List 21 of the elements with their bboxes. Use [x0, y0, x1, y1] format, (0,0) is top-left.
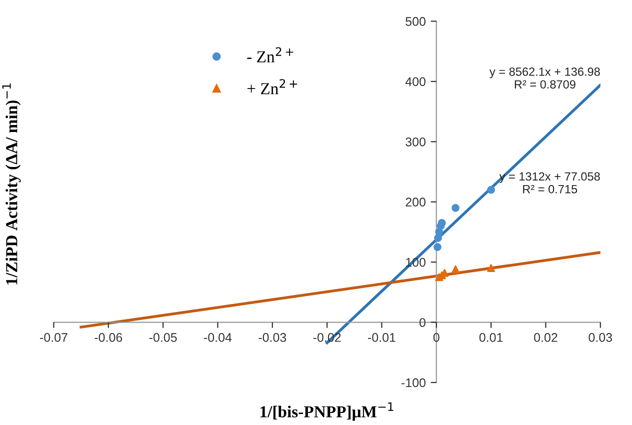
annotation: y = 8562.1x + 136.98 R² = 0.8709 — [490, 68, 600, 89]
y-tick-label: -100 — [402, 378, 426, 388]
y-tick-label: 0 — [420, 318, 426, 327]
x-tick-label: 0.02 — [534, 333, 558, 342]
x-tick-label: -0.07 — [40, 333, 68, 342]
y-tick-label: 400 — [405, 77, 426, 86]
x-tick-label: -0.05 — [149, 333, 177, 342]
x-tick-label: 0 — [433, 333, 440, 342]
x-tick-label: 0.03 — [588, 333, 612, 342]
legend-label: - Zn$^{2+}$ — [247, 47, 294, 62]
x-tick-label: -0.06 — [94, 333, 122, 342]
y-axis-title: 1/ZiPD Activity (ΔA/ min)$^{−1}$ — [2, 84, 21, 284]
legend-label: + Zn$^{2+}$ — [247, 79, 298, 94]
x-tick-label: -0.03 — [258, 333, 286, 342]
y-tick-label: 200 — [406, 198, 426, 207]
x-axis-title: 1/[bis-PNPP]μM$^{−1}$ — [260, 402, 394, 421]
y-tick-label: 300 — [406, 137, 426, 146]
x-tick-label: -0.04 — [204, 333, 232, 342]
x-tick-label: 0.01 — [479, 333, 503, 342]
y-tick-label: 500 — [406, 17, 426, 26]
x-tick-label: -0.01 — [368, 333, 396, 342]
